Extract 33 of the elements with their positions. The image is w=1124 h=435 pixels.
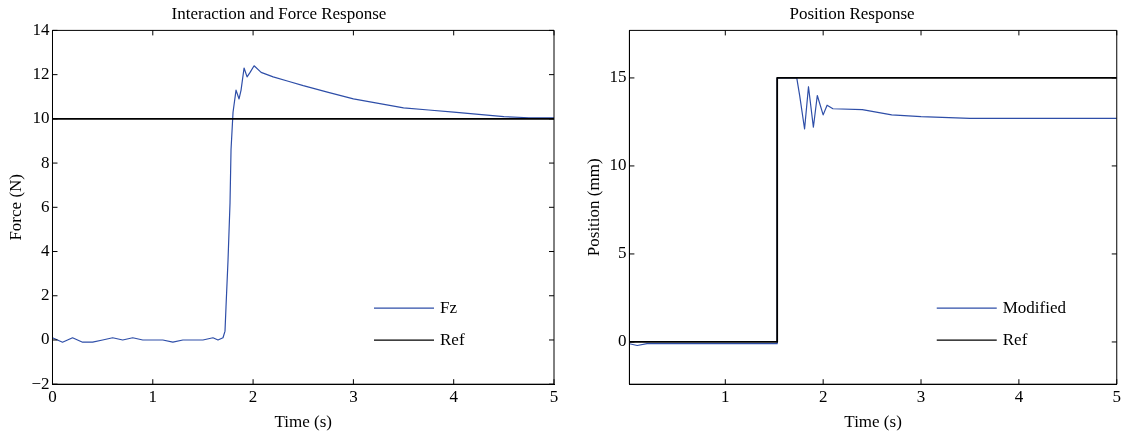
x-axis-title: Time (s) (274, 412, 332, 432)
x-tick-label: 1 (148, 386, 158, 406)
y-tick-label: 4 (40, 240, 50, 260)
y-tick-label: 12 (32, 64, 50, 84)
y-tick-label: 6 (40, 196, 50, 216)
y-tick-label: 10 (32, 108, 50, 128)
x-tick-label: 2 (818, 386, 828, 406)
y-tick-label: 2 (40, 285, 50, 305)
y-axis-title: Force (N) (5, 174, 25, 241)
x-tick-label: 5 (1112, 386, 1121, 406)
y-tick-label: 15 (609, 67, 627, 87)
legend-label: Ref (1002, 329, 1028, 349)
y-tick-label: 10 (609, 155, 627, 175)
chart-title: Interaction and Force Response (171, 3, 387, 23)
x-tick-label: 3 (349, 386, 358, 406)
legend-label: Fz (440, 297, 458, 317)
y-tick-label: 0 (40, 329, 50, 349)
y-tick-label: 14 (32, 19, 50, 39)
chart-title: Position Response (789, 3, 915, 23)
y-axis-title: Position (mm) (583, 158, 603, 257)
y-tick-label: 8 (40, 152, 50, 172)
x-axis-title: Time (s) (844, 412, 902, 432)
x-tick-label: 4 (1014, 386, 1024, 406)
legend-label: Modified (1002, 297, 1067, 317)
x-tick-label: 1 (721, 386, 730, 406)
x-tick-label: 4 (449, 386, 459, 406)
x-tick-label: 3 (916, 386, 926, 406)
y-tick-label: 0 (617, 331, 627, 351)
y-tick-label: 5 (617, 243, 627, 263)
y-tick-label: −2 (31, 373, 50, 393)
legend-label: Ref (440, 329, 465, 349)
x-tick-label: 2 (248, 386, 258, 406)
x-tick-label: 5 (549, 386, 559, 406)
